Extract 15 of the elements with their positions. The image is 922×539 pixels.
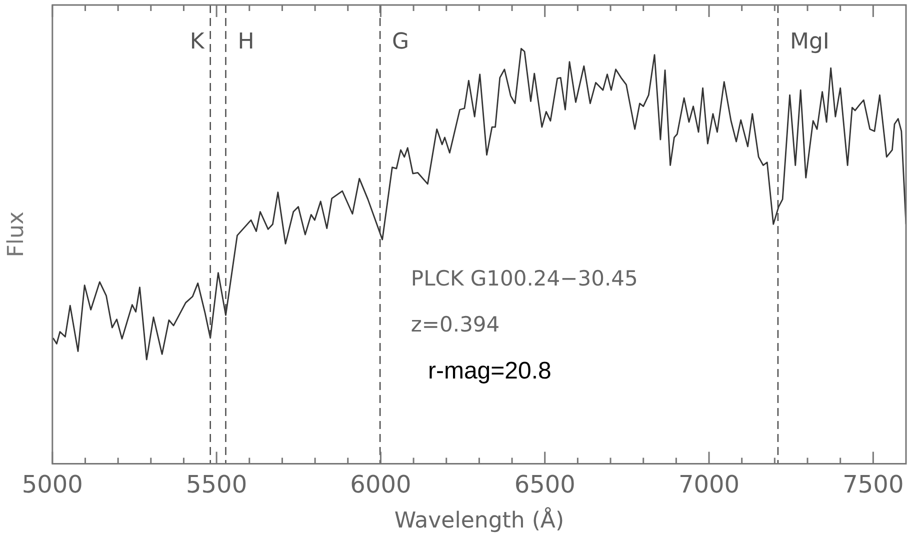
x-tick-label: 6500 bbox=[514, 470, 576, 498]
y-axis-title: Flux bbox=[4, 212, 29, 258]
ref-line-label: K bbox=[190, 30, 205, 55]
annotation: r-mag=20.8 bbox=[428, 358, 552, 385]
x-tick-label: 7500 bbox=[842, 470, 904, 498]
x-tick-label: 6000 bbox=[350, 470, 412, 498]
x-tick-label: 7000 bbox=[678, 470, 740, 498]
ref-line-label: MgI bbox=[790, 30, 830, 55]
annotation: z=0.394 bbox=[410, 312, 500, 337]
x-axis-title: Wavelength (Å) bbox=[394, 506, 564, 534]
ref-line-label: H bbox=[238, 30, 254, 55]
x-tick-label: 5500 bbox=[186, 470, 248, 498]
annotation: PLCK G100.24−30.45 bbox=[410, 266, 638, 291]
x-tick-label: 5000 bbox=[22, 470, 83, 498]
ref-line-label: G bbox=[392, 30, 410, 55]
